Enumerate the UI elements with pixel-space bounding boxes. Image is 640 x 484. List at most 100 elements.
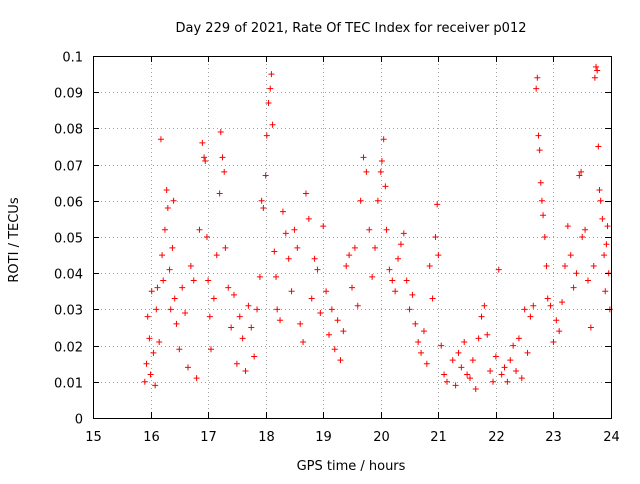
y-tick-label: 0.09: [54, 87, 83, 102]
data-point: [369, 273, 376, 280]
data-point: [567, 252, 574, 259]
data-point: [187, 262, 194, 269]
data-point: [245, 302, 252, 309]
data-point: [360, 154, 367, 161]
data-point: [146, 335, 153, 342]
y-tick-label: 0.06: [54, 196, 83, 211]
data-point: [337, 357, 344, 364]
data-point: [495, 266, 502, 273]
data-point: [452, 382, 459, 389]
data-point: [418, 349, 425, 356]
x-axis-label: GPS time / hours: [297, 459, 406, 474]
data-point: [481, 302, 488, 309]
data-point: [190, 277, 197, 284]
data-point: [576, 172, 583, 179]
y-axis-label: ROTI / TECUs: [7, 197, 22, 282]
data-point: [170, 197, 177, 204]
data-point: [144, 313, 151, 320]
x-tick-label: 19: [315, 430, 332, 445]
data-point: [490, 378, 497, 385]
y-tick-label: 0.02: [54, 341, 83, 356]
data-point: [171, 295, 178, 302]
data-point: [510, 342, 517, 349]
data-point: [383, 226, 390, 233]
data-point: [311, 255, 318, 262]
data-point: [254, 306, 261, 313]
data-point: [340, 328, 347, 335]
y-tick-label: 0.07: [54, 160, 83, 175]
data-point: [346, 252, 353, 259]
data-point: [173, 320, 180, 327]
data-point: [597, 197, 604, 204]
data-point: [351, 244, 358, 251]
data-point: [599, 215, 606, 222]
data-point: [513, 367, 520, 374]
y-tick-label: 0.01: [54, 377, 83, 392]
data-point: [152, 382, 159, 389]
data-point: [382, 183, 389, 190]
data-point: [455, 349, 462, 356]
data-point: [403, 277, 410, 284]
data-point: [420, 328, 427, 335]
data-point: [591, 74, 598, 81]
data-point: [466, 375, 473, 382]
data-point: [570, 284, 577, 291]
data-point: [415, 338, 422, 345]
data-point: [164, 205, 171, 212]
data-point: [157, 136, 164, 143]
data-point: [349, 284, 355, 291]
data-point: [161, 226, 168, 233]
data-point: [464, 371, 471, 378]
data-point: [291, 226, 298, 233]
data-point: [458, 364, 465, 371]
data-point: [222, 244, 229, 251]
data-point: [601, 252, 608, 259]
x-tick-label: 17: [200, 430, 217, 445]
data-point: [527, 313, 534, 320]
data-point: [594, 67, 601, 74]
data-point: [265, 100, 272, 107]
data-point: [521, 306, 528, 313]
data-point: [228, 324, 235, 331]
y-tick-label: 0.08: [54, 123, 83, 138]
data-point: [260, 205, 267, 212]
data-point: [202, 157, 209, 164]
data-point: [297, 320, 304, 327]
data-point: [294, 244, 301, 251]
data-point: [323, 288, 330, 295]
data-point: [590, 262, 597, 269]
data-point: [434, 201, 441, 208]
data-point: [262, 172, 269, 179]
data-point: [143, 360, 150, 367]
x-tick-label: 21: [430, 430, 447, 445]
data-point: [501, 364, 508, 371]
data-point: [354, 302, 361, 309]
data-point: [288, 288, 295, 295]
data-point: [534, 74, 541, 81]
data-point: [432, 234, 439, 240]
data-point: [380, 136, 387, 143]
data-point: [268, 71, 275, 78]
data-point: [423, 360, 430, 367]
data-point: [392, 288, 399, 295]
data-point: [203, 234, 210, 240]
data-point: [561, 262, 568, 269]
data-point: [179, 284, 186, 291]
y-tick-label: 0.04: [54, 268, 83, 283]
chart-title: Day 229 of 2021, Rate Of TEC Index for r…: [176, 21, 527, 36]
data-point: [498, 371, 505, 378]
data-point: [374, 197, 381, 204]
data-point: [579, 234, 586, 240]
x-tick-label: 24: [603, 430, 620, 445]
data-point: [205, 277, 212, 284]
data-point: [216, 190, 223, 197]
data-point: [300, 338, 307, 345]
data-point: [141, 378, 148, 385]
data-point: [603, 241, 610, 248]
data-point: [213, 252, 220, 259]
grid-layer: [93, 56, 611, 418]
data-point: [147, 371, 154, 378]
data-point: [256, 273, 263, 280]
data-point: [524, 349, 531, 356]
